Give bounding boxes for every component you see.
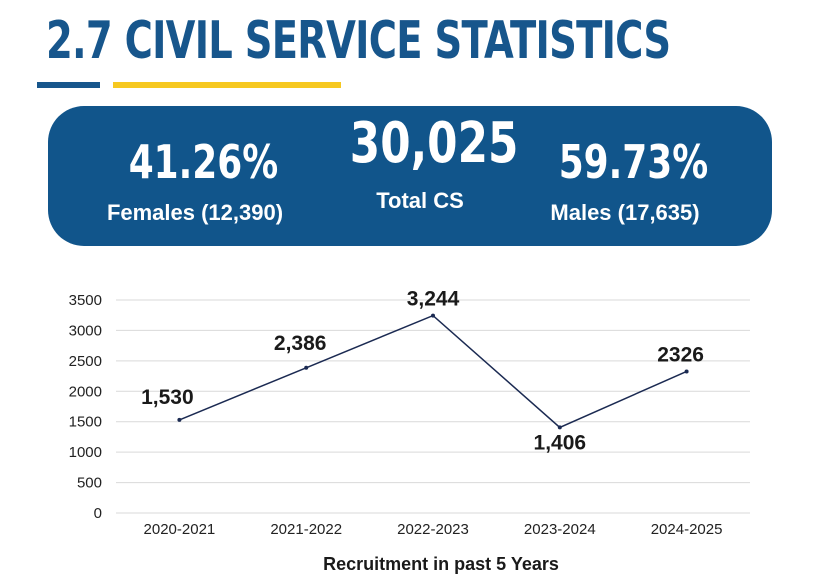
- y-tick-label: 3500: [69, 292, 102, 309]
- total-cs-value: 30,025: [349, 111, 519, 176]
- y-tick-label: 2000: [69, 383, 102, 400]
- males-label: Males (17,635): [550, 200, 700, 225]
- page-title: 2.7 CIVIL SERVICE STATISTICS: [46, 11, 671, 71]
- series-line: [179, 314, 687, 429]
- data-point: [557, 425, 562, 430]
- data-label: 1,530: [141, 386, 194, 409]
- x-tick-label: 2022-2023: [397, 521, 469, 538]
- x-tick-label: 2020-2021: [144, 521, 216, 538]
- x-tick-label: 2024-2025: [651, 521, 723, 538]
- data-point: [431, 313, 435, 318]
- data-point: [304, 365, 309, 370]
- x-tick-label: 2023-2024: [524, 521, 596, 538]
- data-label: 2326: [657, 343, 704, 366]
- y-tick-label: 3000: [69, 322, 102, 339]
- females-percentage: 41.26%: [128, 135, 279, 189]
- data-point: [684, 369, 689, 374]
- males-percentage: 59.73%: [558, 135, 709, 189]
- females-label: Females (12,390): [106, 200, 284, 225]
- data-point: [177, 417, 182, 422]
- data-label: 1,406: [534, 431, 587, 454]
- summary-stats-panel: 41.26% Females (12,390) 30,025 Total CS …: [48, 106, 772, 246]
- y-tick-label: 1000: [69, 444, 102, 461]
- title-underline-blue: [37, 82, 100, 88]
- recruitment-line-chart: 0 500 1000 1500 2000 2500 3000 3500 2020-2021 202…: [69, 288, 750, 574]
- x-axis-title: Recruitment in past 5 Years: [323, 554, 559, 574]
- total-cs-label: Total CS: [376, 188, 464, 213]
- x-tick-label: 2021-2022: [270, 521, 342, 538]
- y-tick-label: 2500: [69, 353, 102, 370]
- data-label: 3,244: [407, 288, 460, 311]
- data-label: 2,386: [274, 332, 327, 355]
- y-tick-label: 500: [77, 475, 102, 492]
- title-underline-yellow: [113, 82, 341, 88]
- y-tick-label: 0: [94, 505, 102, 522]
- y-tick-label: 1500: [69, 414, 102, 431]
